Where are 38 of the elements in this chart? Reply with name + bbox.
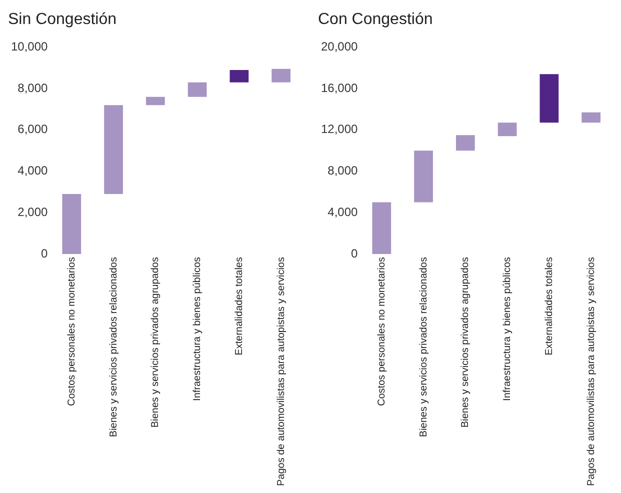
y-tick-label: 4,000 <box>18 164 48 178</box>
bar <box>582 112 600 123</box>
bar <box>540 74 559 123</box>
y-tick-label: 16,000 <box>321 80 358 95</box>
y-tick-label: 6,000 <box>18 122 48 136</box>
x-tick-label: Bienes y servicios privados agrupados <box>150 256 162 428</box>
y-tick-label: 2,000 <box>18 204 48 219</box>
bar <box>456 135 475 151</box>
y-tick-label: 0 <box>351 246 358 260</box>
bar <box>414 150 433 202</box>
x-tick-label: Costos personales no monetarios <box>66 256 78 406</box>
bar <box>498 122 517 136</box>
x-tick-label: Externalidades totales <box>234 256 245 356</box>
chart-title: Con Congestión <box>318 11 433 28</box>
bar <box>188 82 207 97</box>
bar <box>272 68 290 82</box>
y-tick-label: 20,000 <box>321 40 358 54</box>
y-tick-label: 8,000 <box>18 80 48 95</box>
bar <box>62 194 82 254</box>
y-tick-label: 0 <box>41 246 48 260</box>
x-tick-label: Bienes y servicios privados agrupados <box>460 256 472 428</box>
bar <box>104 105 123 194</box>
y-tick-label: 12,000 <box>321 122 358 136</box>
x-tick-label: Infraestructura y bienes públicos <box>502 256 514 401</box>
x-tick-label: Infraestructura y bienes públicos <box>192 256 204 401</box>
x-tick-label: Externalidades totales <box>544 256 555 356</box>
bar <box>230 70 249 82</box>
x-tick-label: Costos personales no monetarios <box>376 256 388 406</box>
y-tick-label: 10,000 <box>11 40 48 54</box>
y-tick-label: 4,000 <box>328 204 358 219</box>
x-tick-label: Pagos de automovilistas para autopistas y servicios <box>586 256 597 486</box>
x-tick-label: Bienes y servicios privados relacionados <box>418 256 430 438</box>
bar <box>372 202 392 254</box>
bar <box>146 96 165 106</box>
x-tick-label: Pagos de automovilistas para autopistas y servicios <box>276 256 287 486</box>
y-tick-label: 8,000 <box>328 164 358 178</box>
x-tick-label: Bienes y servicios privados relacionados <box>108 256 120 438</box>
chart-title: Sin Congestión <box>8 11 117 28</box>
